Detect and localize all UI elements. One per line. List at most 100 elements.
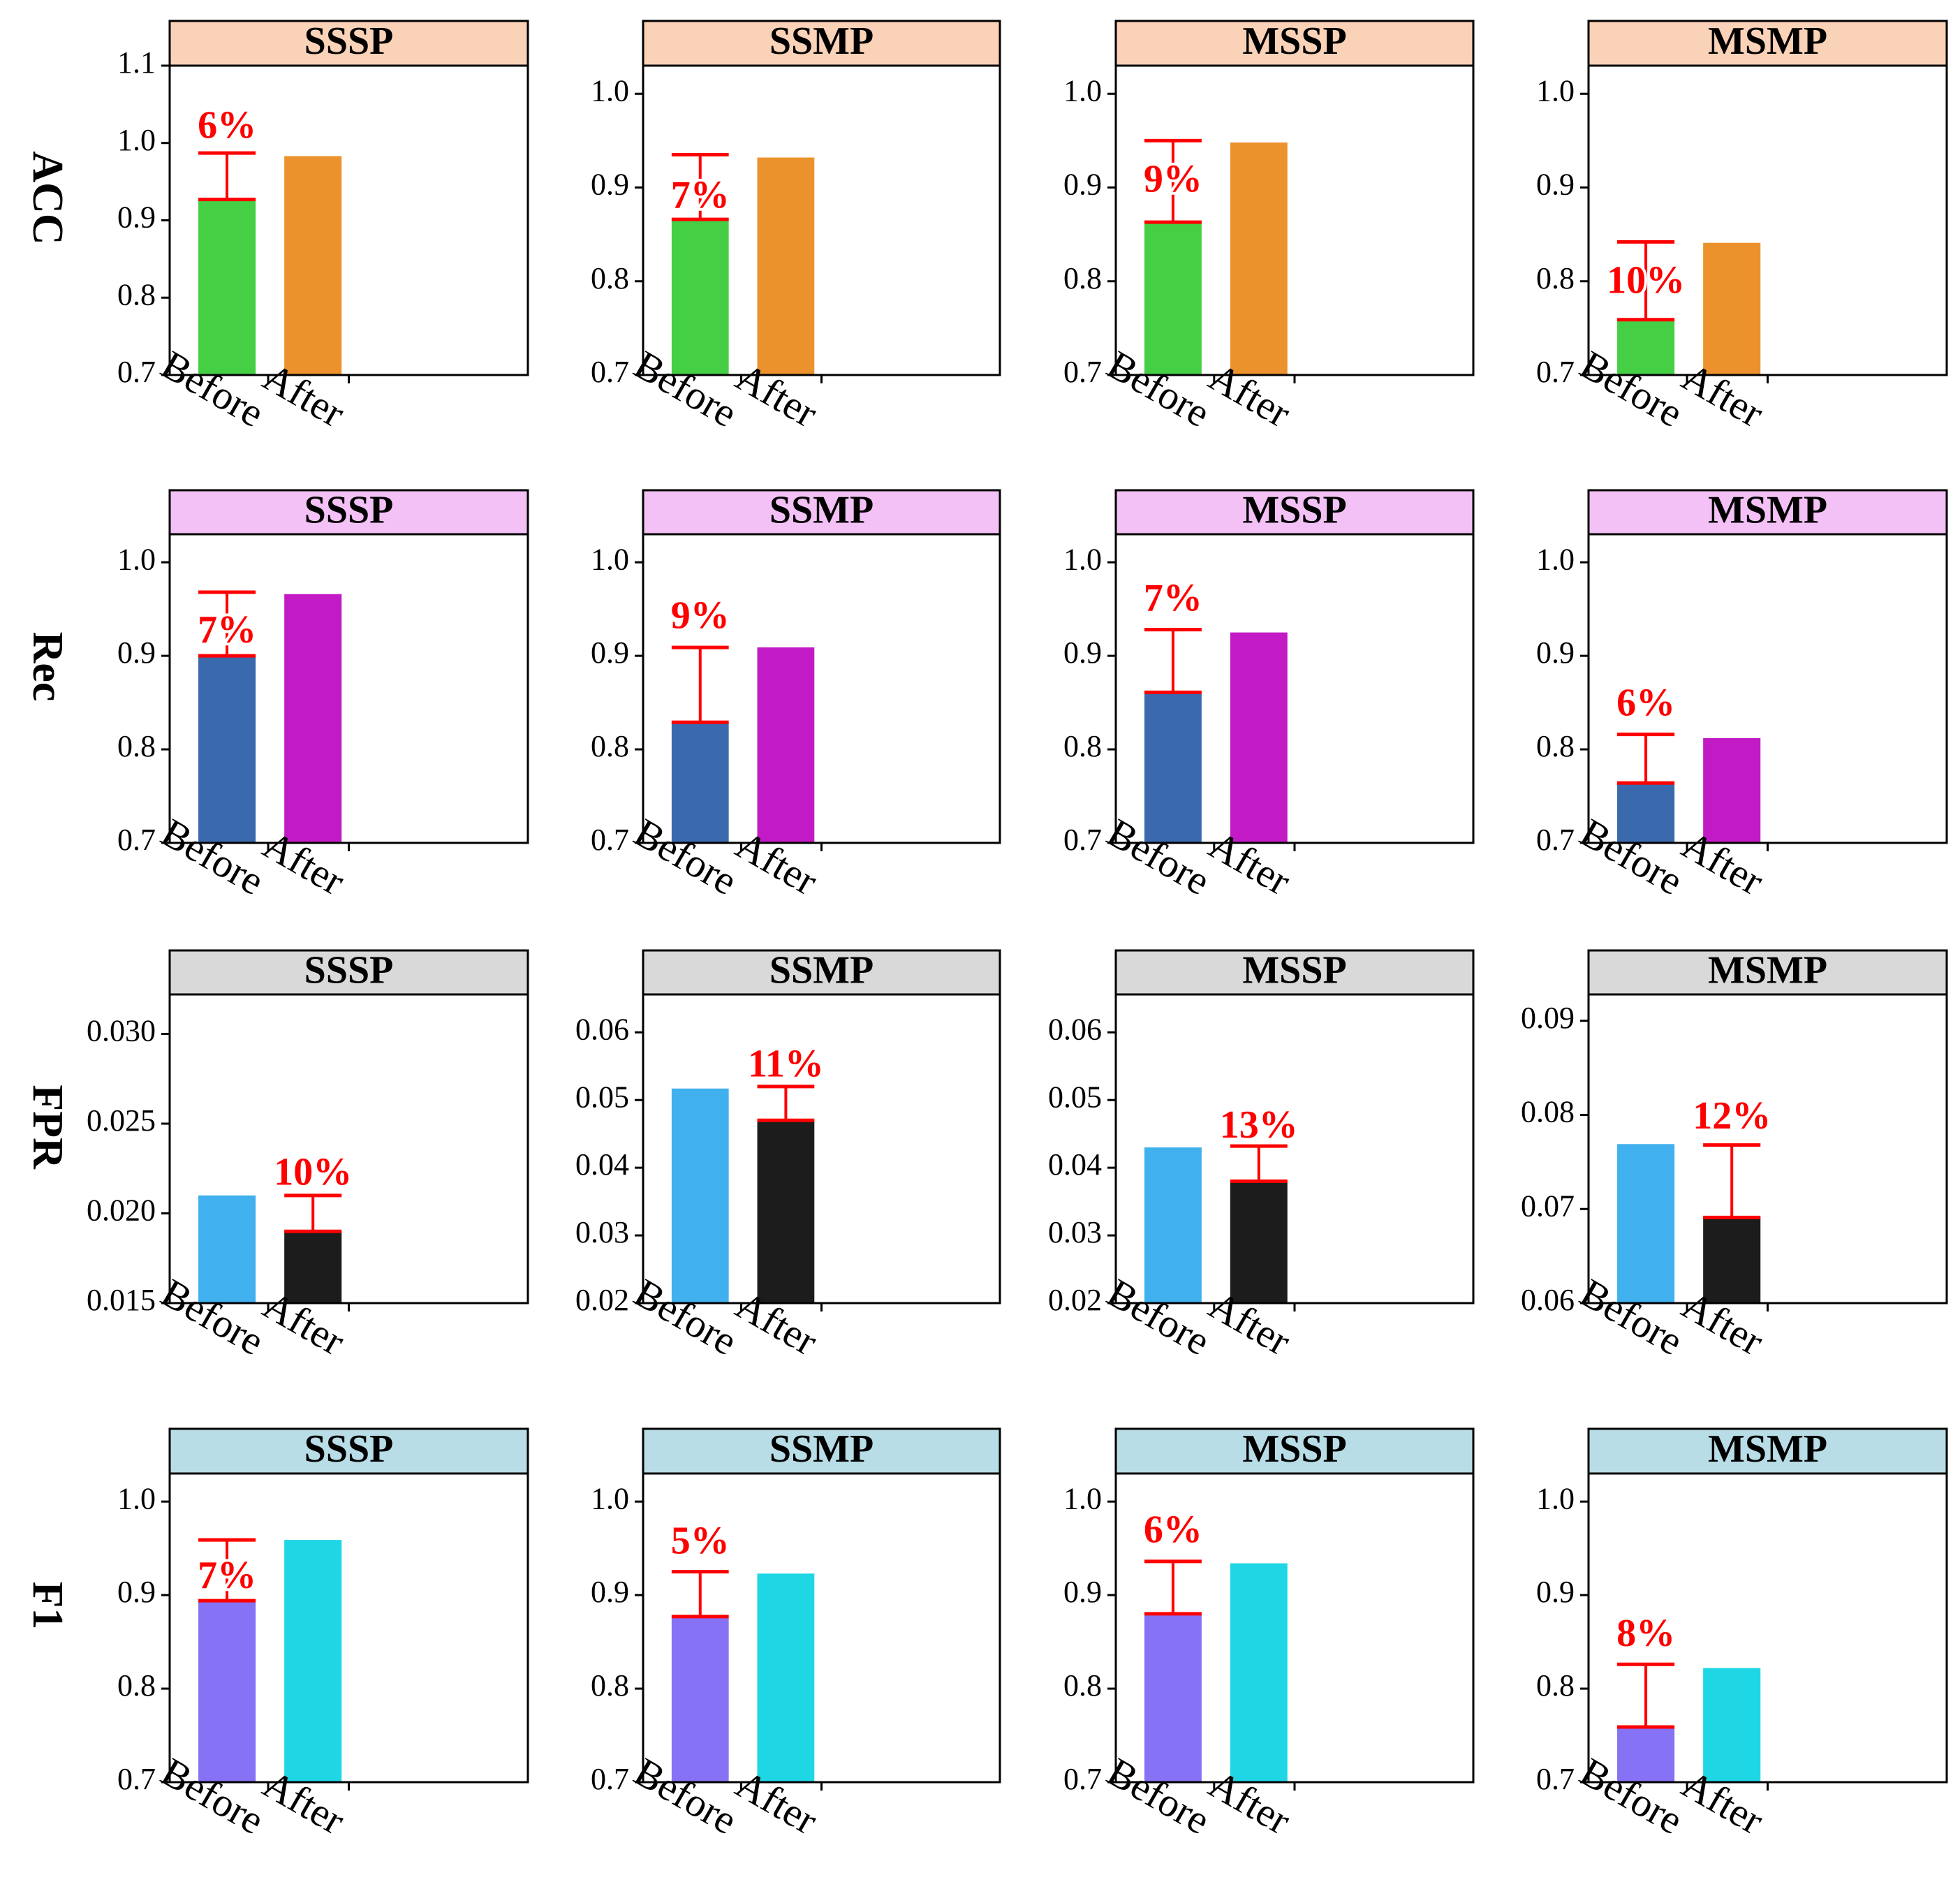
y-tick-label: 1.0 (1063, 542, 1102, 576)
bar-after (1703, 242, 1761, 375)
improvement-label: 6% (1144, 1508, 1202, 1552)
y-tick-label: 0.7 (1063, 355, 1102, 389)
panel-title: MSSP (1242, 948, 1346, 992)
bar-after (284, 156, 342, 375)
y-tick-label: 0.9 (591, 1575, 629, 1609)
bar-before (1617, 1144, 1675, 1303)
y-tick-label: 0.04 (1048, 1147, 1102, 1182)
improvement-label: 12% (1693, 1094, 1771, 1138)
y-tick-label: 0.8 (1063, 1668, 1102, 1703)
improvement-label: 10% (274, 1150, 352, 1193)
panel-title-box (1587, 949, 1948, 996)
bar-after (1230, 632, 1288, 843)
panel-title: MSSP (1242, 488, 1346, 531)
panel-title-box (1114, 489, 1475, 536)
panel-title: MSSP (1242, 20, 1346, 63)
bar-after (757, 157, 815, 376)
y-tick-label: 1.0 (117, 123, 156, 157)
panel-title: MSMP (1708, 948, 1827, 992)
y-tick-label: 0.8 (1536, 1668, 1575, 1703)
y-tick-label: 0.7 (1536, 355, 1575, 389)
bar-after (757, 1120, 815, 1303)
y-tick-label: 1.0 (117, 542, 156, 576)
y-tick-label: 1.0 (1063, 73, 1102, 108)
row-f1: F1SSSP7%0.70.80.91.0BeforeAfterSSMP5%0.7… (24, 1427, 1948, 1843)
y-tick-label: 0.06 (1521, 1283, 1575, 1317)
y-tick-label: 0.9 (1063, 168, 1102, 202)
bar-before (1144, 1613, 1202, 1782)
panel-title: SSSP (304, 948, 394, 992)
y-tick-label: 0.030 (87, 1014, 156, 1048)
y-tick-label: 0.8 (117, 277, 156, 311)
bar-before (198, 1601, 256, 1782)
row-acc: ACCSSSP6%0.70.80.91.01.1BeforeAfterSSMP7… (24, 20, 1948, 436)
row-label: F1 (24, 1582, 71, 1630)
bar-before (671, 1088, 729, 1303)
bar-before (198, 199, 256, 375)
bar-after (284, 594, 342, 843)
improvement-label: 7% (1144, 576, 1202, 619)
bar-after (757, 1573, 815, 1782)
y-tick-label: 1.0 (1063, 1481, 1102, 1515)
y-tick-label: 0.9 (1063, 1575, 1102, 1609)
y-tick-label: 0.03 (1048, 1215, 1102, 1249)
y-tick-label: 0.7 (117, 1762, 156, 1796)
y-tick-label: 0.7 (117, 355, 156, 389)
bar-before (1617, 319, 1675, 375)
panel-title-box (168, 489, 529, 536)
y-tick-label: 0.03 (575, 1215, 629, 1249)
y-tick-label: 1.0 (1536, 542, 1575, 576)
y-tick-label: 1.0 (591, 542, 629, 576)
bar-before (1144, 222, 1202, 375)
y-tick-label: 0.9 (117, 635, 156, 670)
panel-title: MSMP (1708, 20, 1827, 63)
improvement-label: 7% (198, 608, 256, 652)
bar-before (198, 1195, 256, 1303)
improvement-label: 7% (671, 173, 730, 216)
y-tick-label: 0.9 (591, 635, 629, 670)
y-tick-label: 1.0 (117, 1481, 156, 1515)
panel-title: SSMP (769, 488, 874, 531)
y-tick-label: 0.09 (1521, 1001, 1575, 1035)
bar-before (671, 722, 729, 843)
row-label: FPR (24, 1085, 71, 1170)
y-tick-label: 0.05 (1048, 1080, 1102, 1114)
panel-title: SSSP (304, 20, 394, 63)
y-tick-label: 1.0 (591, 1481, 629, 1515)
y-tick-label: 0.8 (117, 1668, 156, 1703)
improvement-label: 9% (1144, 158, 1202, 201)
bar-after (1703, 737, 1761, 843)
panel-title: MSSP (1242, 1427, 1346, 1471)
panel-title-box (642, 489, 1001, 536)
panel-title-box (168, 949, 529, 996)
y-tick-label: 0.02 (1048, 1283, 1102, 1317)
y-tick-label: 0.8 (1063, 729, 1102, 763)
improvement-label: 11% (748, 1043, 824, 1086)
y-tick-label: 0.7 (1536, 823, 1575, 857)
panel-title-box (1587, 20, 1948, 67)
improvement-label: 7% (198, 1554, 256, 1597)
panel-title-box (168, 1427, 529, 1475)
bar-before (1144, 692, 1202, 843)
improvement-label: 6% (198, 104, 256, 147)
panel-title-box (1587, 1427, 1948, 1475)
y-tick-label: 0.06 (575, 1012, 629, 1046)
panel-title: SSSP (304, 1427, 394, 1471)
row-label: Rec (24, 632, 71, 702)
panel-title-box (168, 20, 529, 67)
improvement-label: 10% (1607, 259, 1685, 302)
y-tick-label: 0.9 (1536, 635, 1575, 670)
panel-title: MSMP (1708, 1427, 1827, 1471)
y-tick-label: 0.8 (1536, 261, 1575, 295)
y-tick-label: 0.9 (591, 168, 629, 202)
y-tick-label: 0.07 (1521, 1189, 1575, 1223)
